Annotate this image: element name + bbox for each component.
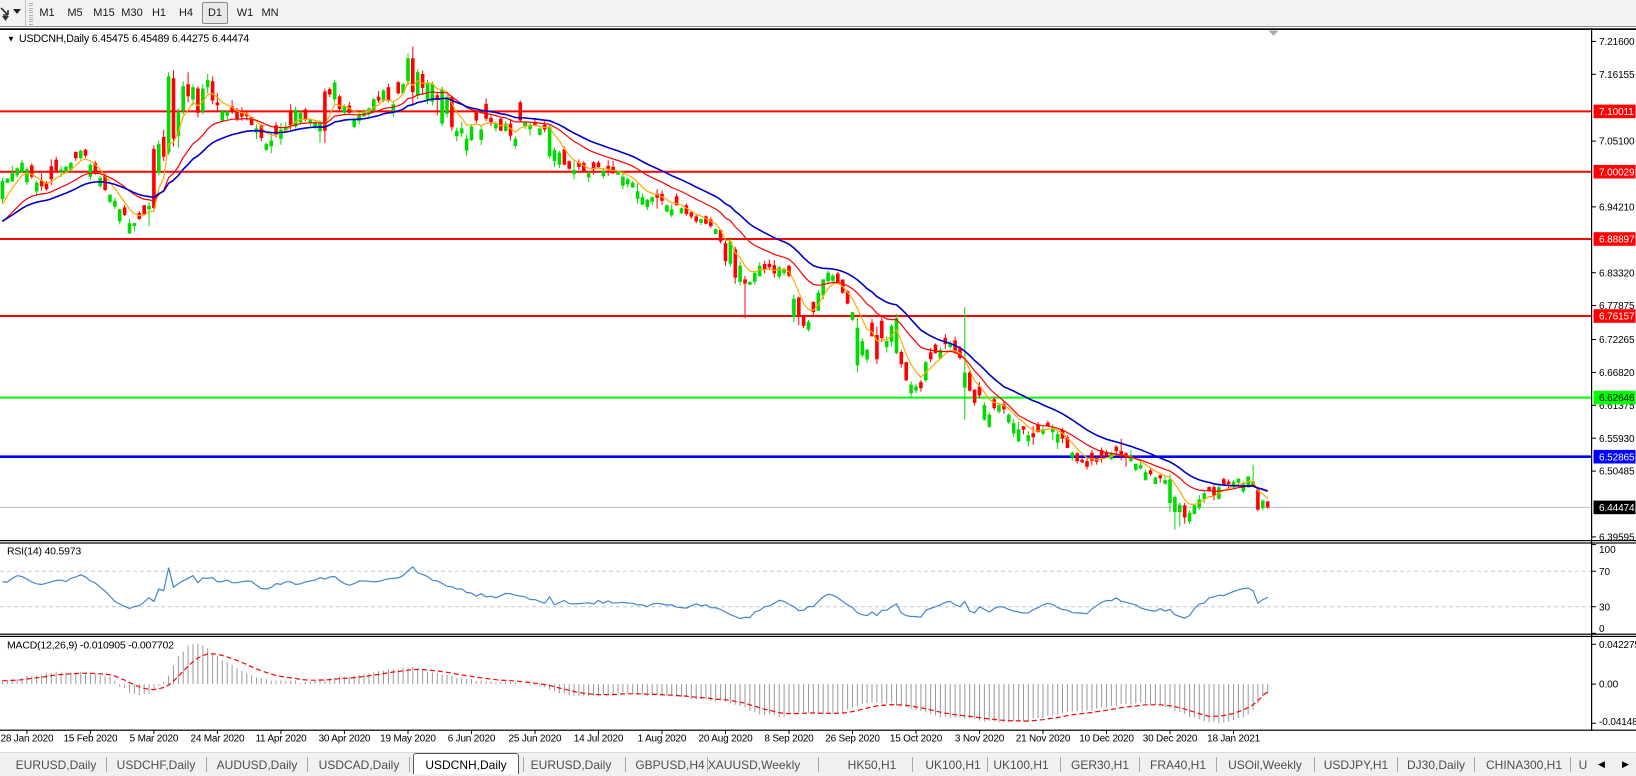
svg-text:14 Jul 2020: 14 Jul 2020 bbox=[574, 734, 624, 745]
svg-text:10 Dec 2020: 10 Dec 2020 bbox=[1079, 734, 1134, 745]
svg-text:0.042275: 0.042275 bbox=[1599, 640, 1636, 651]
svg-text:11 Apr 2020: 11 Apr 2020 bbox=[255, 734, 307, 745]
svg-text:▼: ▼ bbox=[7, 35, 15, 44]
svg-text:19 May 2020: 19 May 2020 bbox=[380, 734, 436, 745]
svg-text:6.50485: 6.50485 bbox=[1599, 467, 1635, 478]
svg-text:6.52865: 6.52865 bbox=[1599, 452, 1635, 463]
svg-text:20 Aug 2020: 20 Aug 2020 bbox=[698, 734, 753, 745]
svg-text:25 Jun 2020: 25 Jun 2020 bbox=[509, 734, 562, 745]
svg-text:6.61375: 6.61375 bbox=[1599, 401, 1635, 412]
svg-text:3 Nov 2020: 3 Nov 2020 bbox=[955, 734, 1005, 745]
svg-text:7.00029: 7.00029 bbox=[1599, 167, 1635, 178]
svg-text:6.88897: 6.88897 bbox=[1599, 235, 1635, 246]
svg-text:6.55930: 6.55930 bbox=[1599, 434, 1635, 445]
svg-text:7.05100: 7.05100 bbox=[1599, 137, 1635, 148]
svg-text:RSI(14) 40.5973: RSI(14) 40.5973 bbox=[7, 546, 81, 558]
svg-text:MACD(12,26,9) -0.010905 -0.007: MACD(12,26,9) -0.010905 -0.007702 bbox=[7, 640, 174, 652]
svg-text:0.00: 0.00 bbox=[1599, 680, 1619, 691]
svg-text:6.44474: 6.44474 bbox=[1599, 503, 1635, 514]
svg-text:0: 0 bbox=[1599, 624, 1605, 635]
svg-text:6.72265: 6.72265 bbox=[1599, 335, 1635, 346]
svg-text:5 Mar 2020: 5 Mar 2020 bbox=[130, 734, 179, 745]
svg-text:100: 100 bbox=[1599, 545, 1616, 556]
svg-text:6.77875: 6.77875 bbox=[1599, 301, 1635, 312]
svg-text:30 Apr 2020: 30 Apr 2020 bbox=[319, 734, 371, 745]
svg-text:15 Feb 2020: 15 Feb 2020 bbox=[63, 734, 118, 745]
svg-text:6.62646: 6.62646 bbox=[1599, 393, 1635, 404]
svg-text:30 Dec 2020: 30 Dec 2020 bbox=[1143, 734, 1198, 745]
svg-text:8 Sep 2020: 8 Sep 2020 bbox=[764, 734, 814, 745]
svg-text:18 Jan 2021: 18 Jan 2021 bbox=[1207, 734, 1260, 745]
svg-text:15 Oct 2020: 15 Oct 2020 bbox=[890, 734, 943, 745]
svg-text:24 Mar 2020: 24 Mar 2020 bbox=[190, 734, 245, 745]
svg-text:6.39595: 6.39595 bbox=[1599, 532, 1635, 543]
svg-text:7.21600: 7.21600 bbox=[1599, 37, 1635, 48]
svg-text:21 Nov 2020: 21 Nov 2020 bbox=[1016, 734, 1071, 745]
svg-text:30: 30 bbox=[1599, 602, 1611, 613]
svg-text:6 Jun 2020: 6 Jun 2020 bbox=[448, 734, 496, 745]
svg-text:7.16155: 7.16155 bbox=[1599, 70, 1635, 81]
svg-text:6.83320: 6.83320 bbox=[1599, 268, 1635, 279]
svg-text:USDCNH,Daily 6.45475 6.45489: USDCNH,Daily 6.45475 6.45489 6.44275 6.4… bbox=[19, 33, 249, 45]
svg-text:1 Aug 2020: 1 Aug 2020 bbox=[638, 734, 687, 745]
svg-text:-0.04148: -0.04148 bbox=[1599, 717, 1636, 728]
svg-text:7.10011: 7.10011 bbox=[1599, 107, 1634, 118]
svg-text:6.76157: 6.76157 bbox=[1599, 312, 1635, 323]
svg-text:26 Sep 2020: 26 Sep 2020 bbox=[825, 734, 880, 745]
svg-text:6.94210: 6.94210 bbox=[1599, 202, 1635, 213]
svg-text:70: 70 bbox=[1599, 567, 1611, 578]
svg-text:6.66820: 6.66820 bbox=[1599, 368, 1635, 379]
svg-text:28 Jan 2020: 28 Jan 2020 bbox=[0, 734, 53, 745]
